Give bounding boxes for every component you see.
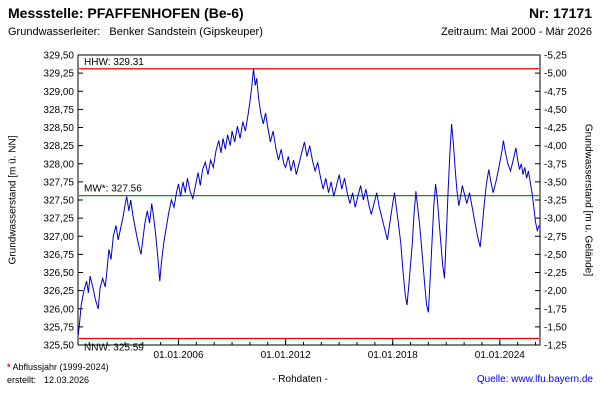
right-y-tick-label: -5,00 xyxy=(544,69,567,80)
left-y-tick-label: 327,25 xyxy=(43,214,74,225)
right-y-tick-label: -3,25 xyxy=(544,196,567,207)
hhw-line-label: HHW: 329.31 xyxy=(84,57,144,68)
page-title: Messstelle: PFAFFENHOFEN (Be-6) xyxy=(8,5,244,21)
left-y-tick-label: 328,75 xyxy=(43,105,74,116)
aquifer-value: Benker Sandstein (Gipskeuper) xyxy=(109,26,263,38)
source-label: Quelle: xyxy=(476,374,509,385)
nnw-line-label: NNW: 325.59 xyxy=(84,342,144,353)
left-y-tick-label: 329,00 xyxy=(43,87,74,98)
x-tick-label: 01.01.2018 xyxy=(368,350,418,361)
source-link-row: Quelle: www.lfu.bayern.de xyxy=(477,374,593,385)
right-y-tick-label: -4,75 xyxy=(544,87,567,98)
right-y-tick-label: -2,00 xyxy=(544,286,567,297)
left-y-tick-label: 326,75 xyxy=(43,250,74,261)
x-tick-label: 01.01.2012 xyxy=(261,350,311,361)
left-y-tick-label: 325,75 xyxy=(43,322,74,333)
left-y-tick-label: 325,50 xyxy=(43,341,74,352)
header: Messstelle: PFAFFENHOFEN (Be-6) Nr: 1717… xyxy=(8,5,592,21)
aquifer-info: Grundwasserleiter: Benker Sandstein (Gip… xyxy=(8,26,269,38)
x-tick-label: 01.01.2024 xyxy=(475,350,525,361)
source-link[interactable]: www.lfu.bayern.de xyxy=(511,374,593,385)
created-label: erstellt: xyxy=(7,375,37,385)
raw-data-note: - Rohdaten - xyxy=(272,374,328,385)
right-y-tick-label: -2,50 xyxy=(544,250,567,261)
created-info: erstellt: 12.03.2026 xyxy=(7,375,97,385)
period-info: Zeitraum: Mai 2000 - Mär 2026 xyxy=(440,26,592,38)
right-y-tick-label: -4,50 xyxy=(544,105,567,116)
groundwater-series-line xyxy=(77,68,540,337)
left-y-tick-label: 328,50 xyxy=(43,123,74,134)
left-y-tick-label: 326,00 xyxy=(43,304,74,315)
mw-line-label: MW*: 327.56 xyxy=(84,184,142,195)
left-y-tick-label: 326,25 xyxy=(43,286,74,297)
right-y-tick-label: -3,50 xyxy=(544,177,567,188)
right-y-tick-label: -4,00 xyxy=(544,141,567,152)
left-y-tick-label: 326,50 xyxy=(43,268,74,279)
left-y-tick-label: 327,75 xyxy=(43,177,74,188)
left-y-tick-label: 327,00 xyxy=(43,232,74,243)
footnote: * Abflussjahr (1999-2024) xyxy=(7,362,109,372)
right-y-tick-label: -2,25 xyxy=(544,268,567,279)
left-y-tick-label: 329,25 xyxy=(43,69,74,80)
x-tick-label: 01.01.2006 xyxy=(153,350,203,361)
right-y-tick-label: -4,25 xyxy=(544,123,567,134)
left-y-tick-label: 327,50 xyxy=(43,196,74,207)
right-y-tick-label: -1,25 xyxy=(544,341,567,352)
footnote-asterisk: * xyxy=(7,362,11,372)
footnote-text: Abflussjahr (1999-2024) xyxy=(10,362,109,372)
right-y-tick-label: -3,00 xyxy=(544,214,567,225)
left-y-tick-label: 329,50 xyxy=(43,51,74,62)
left-y-tick-label: 328,00 xyxy=(43,159,74,170)
right-y-tick-label: -3,75 xyxy=(544,159,567,170)
aquifer-label: Grundwasserleiter: xyxy=(8,26,101,38)
subheader: Grundwasserleiter: Benker Sandstein (Gip… xyxy=(8,26,592,38)
right-y-tick-label: -2,75 xyxy=(544,232,567,243)
station-number: Nr: 17171 xyxy=(528,5,592,21)
right-y-tick-label: -1,50 xyxy=(544,322,567,333)
created-date: 12.03.2026 xyxy=(44,375,90,385)
right-y-tick-label: -5,25 xyxy=(544,51,567,62)
left-y-tick-label: 328,25 xyxy=(43,141,74,152)
right-y-tick-label: -1,75 xyxy=(544,304,567,315)
